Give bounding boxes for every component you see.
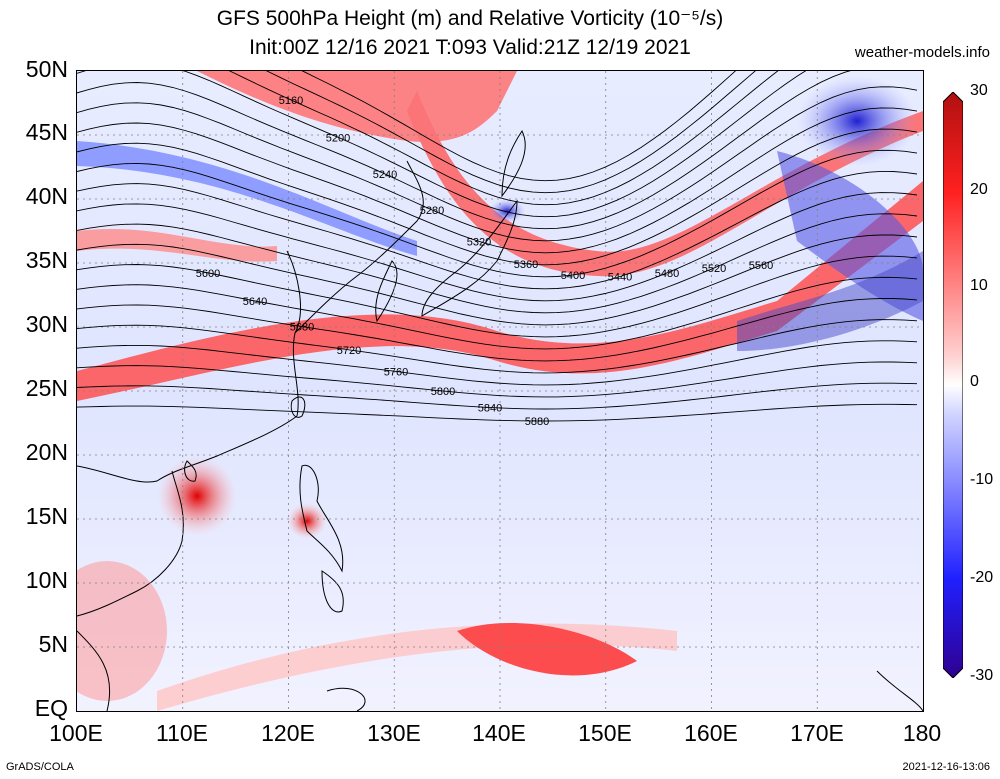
- height-contour: [77, 213, 918, 314]
- height-contour: [301, 71, 737, 182]
- contour-label: 5160: [279, 95, 303, 107]
- lat-label: 15N: [25, 503, 68, 529]
- colorbar-tick: 0: [970, 373, 979, 390]
- lat-label: 25N: [25, 375, 68, 401]
- lat-label: EQ: [34, 695, 68, 721]
- colorbar-tick: 30: [970, 82, 988, 99]
- lat-label: 10N: [25, 567, 68, 593]
- height-contour: [77, 319, 918, 374]
- height-contour: [265, 71, 756, 194]
- contour-label: 5240: [373, 169, 397, 181]
- height-contour: [77, 149, 918, 278]
- contour-label: 5360: [514, 259, 538, 271]
- vortex-blue-japan: [489, 199, 525, 223]
- vorticity-equatorial-west: [77, 561, 167, 701]
- lat-label: 30N: [25, 311, 68, 337]
- software-credit: GrADS/COLA: [6, 761, 74, 773]
- contour-label: 5520: [702, 263, 726, 275]
- chart-subtitle: Init:00Z 12/16 2021 T:093 Valid:21Z 12/1…: [249, 36, 691, 59]
- contour-label: 5560: [749, 260, 773, 272]
- lat-label: 40N: [25, 183, 68, 209]
- height-contour: [77, 382, 918, 410]
- lon-label: 150E: [578, 720, 632, 746]
- height-contour: [77, 192, 918, 302]
- lon-label: 170E: [790, 720, 844, 746]
- generation-timestamp: 2021-12-16-13:06: [902, 761, 990, 773]
- vortex-blue-north-pacific: [797, 76, 917, 166]
- height-contour: [77, 298, 918, 362]
- lon-label: 140E: [472, 720, 526, 746]
- colorbar-tick: -20: [970, 569, 994, 586]
- contour-label: 5200: [326, 132, 350, 144]
- site-credit: weather-models.info: [854, 44, 990, 61]
- contour-label: 5640: [243, 296, 267, 308]
- contour-label: 5720: [337, 345, 361, 357]
- contour-labels: 5080512051605200524052805320536054005440…: [196, 95, 773, 428]
- lon-label: 160E: [684, 720, 738, 746]
- vortex-red-philippines: [287, 503, 327, 539]
- contour-label: 5320: [467, 236, 491, 248]
- lat-lon-grid: [77, 71, 923, 711]
- contour-label: 5600: [196, 268, 220, 280]
- colorbar-tick: -30: [970, 667, 994, 684]
- height-contour: [228, 71, 779, 206]
- contour-label: 5680: [290, 322, 314, 334]
- coastlines: [77, 130, 923, 711]
- lon-label: 130E: [367, 720, 421, 746]
- colorbar-tick: 10: [970, 277, 988, 294]
- height-contour: [77, 403, 918, 422]
- height-contours: [77, 71, 918, 422]
- colorbar-tick: -10: [970, 471, 994, 488]
- height-contour: [77, 361, 918, 398]
- map-panel: 5080512051605200524052805320536054005440…: [76, 70, 924, 712]
- contour-label: 5800: [431, 386, 455, 398]
- lon-label: 120E: [261, 720, 315, 746]
- contour-label: 5880: [525, 416, 549, 428]
- lat-label: 45N: [25, 119, 68, 145]
- height-contour: [77, 170, 918, 290]
- height-contour: [77, 234, 918, 326]
- colorbar-tick: 20: [970, 181, 988, 198]
- lon-label: 110E: [155, 720, 208, 746]
- colorbar: [943, 92, 963, 678]
- height-contour: [77, 340, 918, 386]
- height-contour: [77, 255, 918, 338]
- lon-label: 180: [902, 720, 942, 746]
- map-canvas: 5080512051605200524052805320536054005440…: [77, 71, 923, 711]
- chart-title: GFS 500hPa Height (m) and Relative Vorti…: [216, 7, 724, 30]
- lat-label: 5N: [38, 631, 68, 657]
- height-contour: [77, 128, 918, 266]
- contour-label: 5440: [608, 272, 632, 284]
- vortex-red-south-china-sea: [157, 456, 237, 536]
- height-contour: [77, 276, 918, 350]
- lat-label: 35N: [25, 247, 68, 273]
- vorticity-shading: [77, 71, 923, 711]
- height-contour: [77, 71, 807, 218]
- height-contour: [77, 86, 918, 242]
- lon-label: 100E: [49, 720, 103, 746]
- height-contour: [77, 71, 851, 230]
- contour-label: 5400: [561, 270, 585, 282]
- contour-label: 5840: [478, 403, 502, 415]
- height-contour: [77, 107, 918, 254]
- lat-label: 20N: [25, 439, 68, 465]
- lat-label: 50N: [25, 56, 68, 82]
- contour-label: 5760: [384, 366, 408, 378]
- contour-label: 5480: [655, 268, 679, 280]
- contour-label: 5280: [420, 205, 444, 217]
